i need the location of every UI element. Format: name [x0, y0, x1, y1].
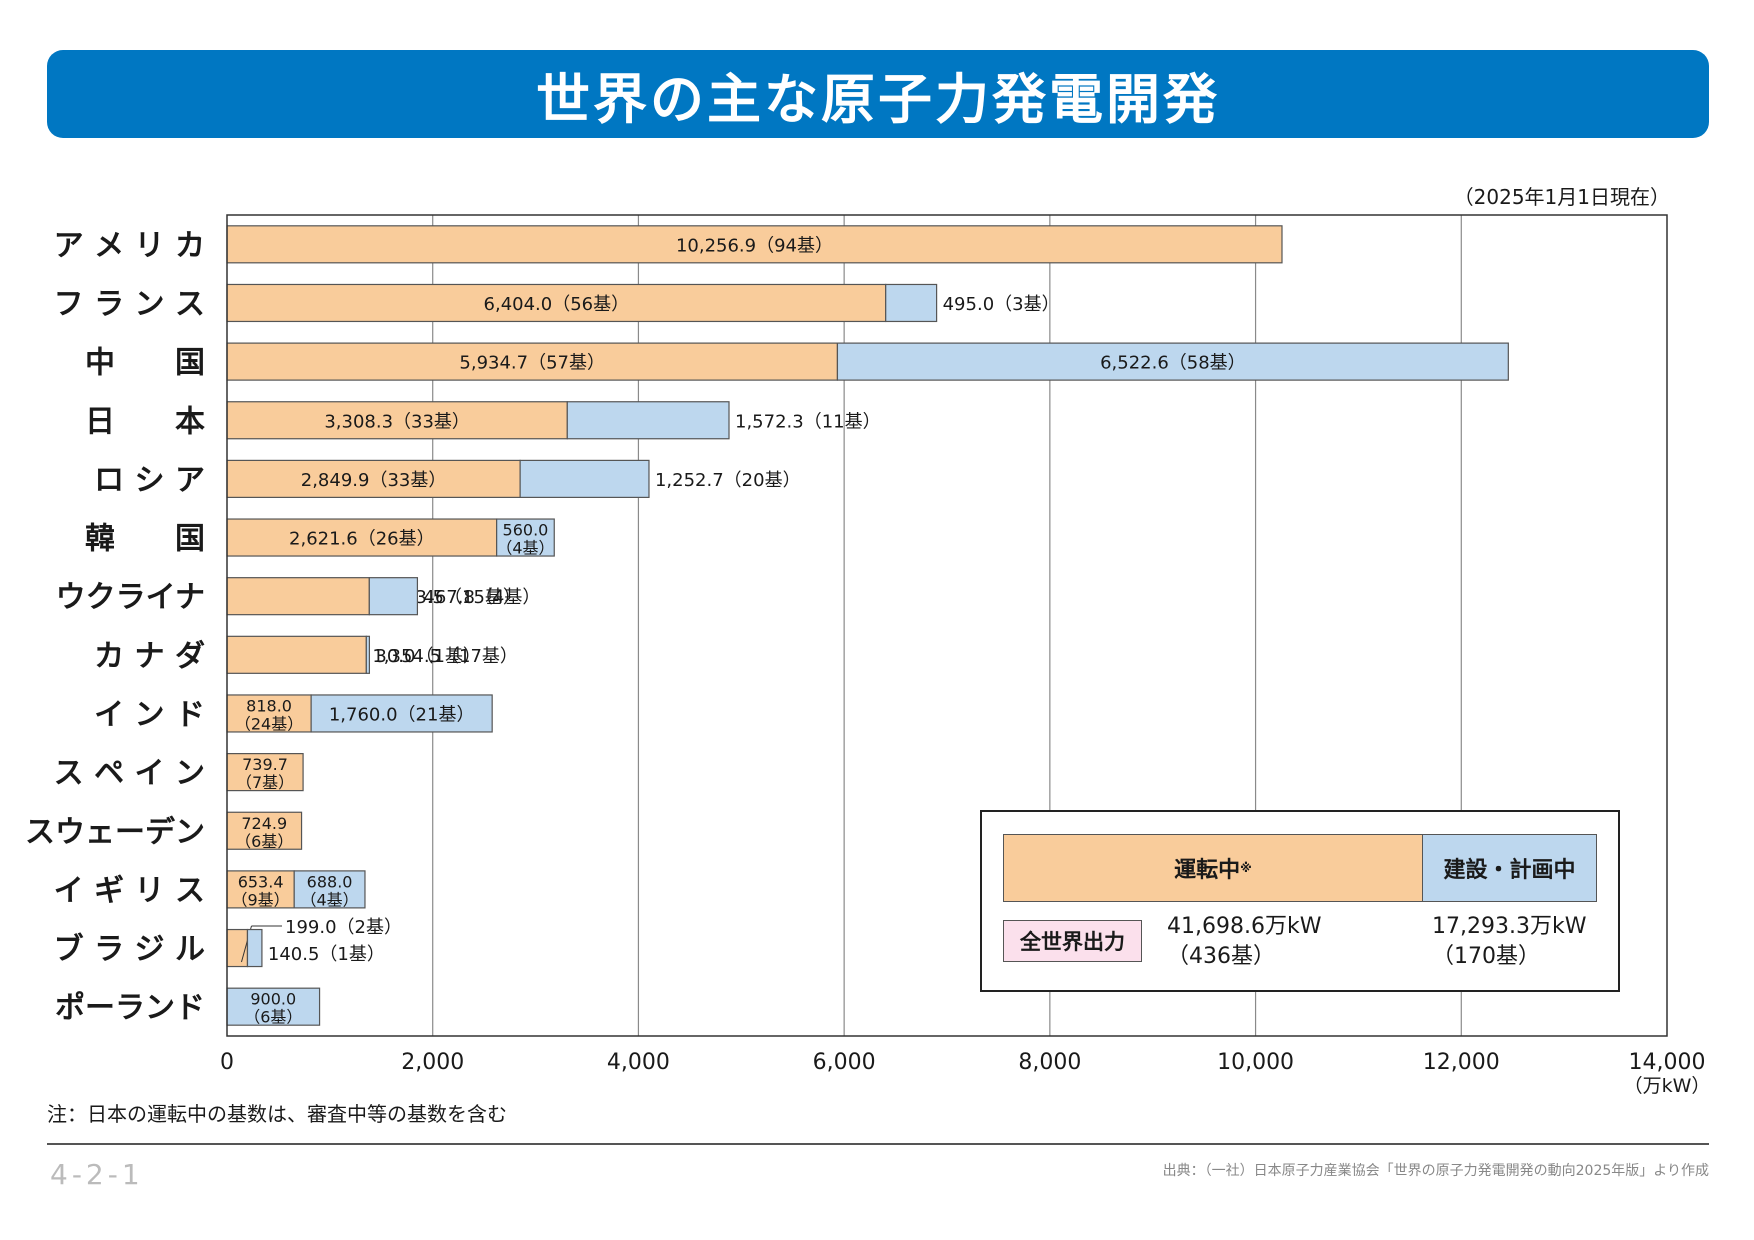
category-label: フ ラ ン ス: [54, 287, 205, 322]
category-label: 韓 国: [85, 522, 205, 557]
data-label-construction: （4基）: [300, 890, 358, 909]
data-label-construction: 1,760.0（21基）: [329, 704, 475, 725]
bar-operating: [226, 635, 367, 674]
data-label-operating: 653.4: [238, 872, 284, 891]
source-citation: 出典：（一社）日本原子力産業協会「世界の原子力発電開発の動向2025年版」より作…: [1162, 1163, 1709, 1179]
x-tick-label: 2,000: [401, 1050, 464, 1075]
bar-construction: [496, 518, 555, 557]
bar-operating: [226, 577, 370, 616]
bar-operating: [226, 870, 295, 909]
legend-world-operating-units: （436基）: [1167, 944, 1275, 969]
category-label: イ ギ リ ス: [54, 873, 205, 908]
data-label-operating: 818.0: [246, 696, 292, 715]
data-label-operating: （24基）: [235, 714, 303, 733]
x-axis-unit: （万kW）: [1624, 1075, 1711, 1097]
bar-operating: [226, 342, 839, 381]
bar-construction: [566, 401, 730, 440]
legend-construction-swatch: 建設・計画中: [1422, 834, 1597, 902]
bar-operating: [226, 811, 303, 850]
bar-operating: [226, 401, 568, 440]
page-title: 世界の主な原子力発電開発: [536, 67, 1220, 131]
footnote: 注：日本の運転中の基数は、審査中等の基数を含む: [47, 1102, 507, 1126]
data-label-operating: 199.0（2基）: [285, 917, 402, 938]
data-label-operating: 3,308.3（33基）: [324, 411, 470, 432]
legend-operating-mark: ※: [1240, 861, 1252, 875]
bar-construction: [836, 342, 1509, 381]
legend-operating-swatch: 運転中 ※: [1003, 834, 1423, 902]
data-label-operating: 1,354.5（17基）: [372, 646, 518, 667]
data-label-construction: （4基）: [496, 539, 554, 558]
data-label-operating: （7基）: [236, 773, 294, 792]
category-label: スウェーデン: [25, 815, 205, 850]
legend-operating-label: 運転中: [1174, 858, 1241, 883]
title-banner: 世界の主な原子力発電開発: [47, 50, 1709, 138]
category-label: ウクライナ: [56, 580, 205, 615]
data-label-operating: 10,256.9（94基）: [676, 235, 833, 256]
bar-operating: [226, 459, 521, 498]
bar-construction: [310, 694, 493, 733]
data-label-construction: 1,252.7（20基）: [655, 470, 801, 491]
category-label: ポーランド: [55, 991, 205, 1026]
data-label-operating: 2,849.9（33基）: [301, 470, 447, 491]
category-label: ブ ラ ジ ル: [54, 932, 205, 967]
bar-construction: [246, 928, 263, 968]
bar-construction: [368, 577, 419, 616]
data-label-construction: 467.8（4基）: [423, 587, 540, 608]
data-label-operating: 724.9: [241, 814, 287, 833]
data-label-construction: 900.0: [250, 990, 296, 1009]
category-label: 中 国: [85, 346, 205, 381]
bar-operating: [226, 518, 498, 557]
legend-world-construction-units: （170基）: [1432, 944, 1540, 969]
data-label-construction: 495.0（3基）: [943, 294, 1060, 315]
legend-world-construction: 17,293.3万kW （170基）: [1432, 912, 1586, 972]
category-label: カ ナ ダ: [94, 639, 205, 674]
bar-construction: [885, 283, 938, 323]
x-tick-label: 12,000: [1423, 1050, 1500, 1075]
category-label: ア メ リ カ: [54, 228, 205, 263]
data-label-construction: 6,522.6（58基）: [1100, 353, 1246, 374]
legend-world-operating: 41,698.6万kW （436基）: [1167, 912, 1321, 972]
bar-construction: [519, 459, 650, 498]
x-tick-label: 6,000: [813, 1050, 876, 1075]
data-label-operating: 2,621.6（26基）: [289, 529, 435, 550]
plot-frame: [226, 214, 1668, 1037]
data-label-operating: 739.7: [242, 755, 288, 774]
data-label-construction: 30.0（1基）: [375, 646, 481, 667]
x-tick-label: 8,000: [1018, 1050, 1081, 1075]
as-of-date: （2025年1月1日現在）: [1453, 185, 1670, 209]
bar-operating: [226, 928, 249, 968]
data-label-operating: （6基）: [235, 832, 293, 851]
category-label: ス ペ イ ン: [54, 756, 205, 791]
legend-world-label: 全世界出力: [1003, 920, 1142, 962]
x-tick-label: 10,000: [1217, 1050, 1294, 1075]
category-label: 日 本: [85, 404, 205, 439]
legend-construction-label: 建設・計画中: [1443, 858, 1576, 883]
data-label-construction: 560.0: [503, 521, 549, 540]
x-tick-label: 4,000: [607, 1050, 670, 1075]
category-label: イ ン ド: [94, 697, 205, 732]
legend-world-construction-value: 17,293.3万kW: [1432, 914, 1587, 939]
bar-construction: [293, 870, 366, 909]
data-label-construction: 1,572.3（11基）: [735, 411, 881, 432]
legend-world-operating-value: 41,698.6万kW: [1167, 914, 1322, 939]
data-label-construction: 688.0: [307, 872, 353, 891]
x-tick-label: 0: [220, 1050, 234, 1075]
legend-box: 運転中 ※ 建設・計画中 全世界出力 41,698.6万kW （436基） 17,…: [980, 810, 1620, 992]
data-label-operating: （9基）: [232, 890, 290, 909]
data-label-construction: 140.5（1基）: [268, 944, 385, 965]
data-label-operating: 5,934.7（57基）: [459, 353, 605, 374]
x-tick-label: 14,000: [1629, 1050, 1706, 1075]
page-number: 4-2-1: [50, 1158, 144, 1191]
data-label-construction: （6基）: [244, 1008, 302, 1027]
category-label: ロ シ ア: [94, 463, 205, 498]
data-label-operating: 6,404.0（56基）: [484, 294, 630, 315]
bar-construction: [365, 635, 371, 674]
footer-divider: [47, 1143, 1709, 1145]
